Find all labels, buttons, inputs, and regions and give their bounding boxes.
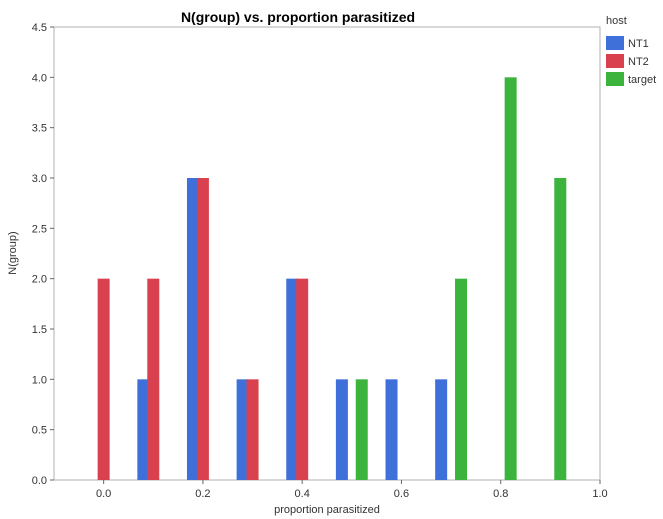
- legend: host NT1 NT2 target: [606, 15, 656, 86]
- x-tick-label: 0.2: [195, 488, 210, 500]
- bar-nt1: [186, 178, 199, 480]
- legend-swatch-nt2: [606, 54, 624, 68]
- y-tick-label: 0.0: [32, 475, 47, 487]
- y-tick-label: 3.5: [32, 123, 47, 135]
- plot-area: [53, 26, 601, 481]
- x-axis-title: proportion parasitized: [274, 504, 380, 516]
- bar-nt1: [137, 379, 150, 480]
- x-tick-label: 1.0: [592, 488, 607, 500]
- y-tick-label: 3.0: [32, 173, 47, 185]
- x-tick-label: 0.0: [96, 488, 111, 500]
- x-tick-label: 0.6: [394, 488, 409, 500]
- legend-title: host: [606, 15, 627, 27]
- y-axis: 0.0 0.5 1.0 1.5 2.0 2.5 3.0 3.5 4.0 4.5: [32, 22, 54, 487]
- y-tick-label: 0.5: [32, 425, 47, 437]
- bar-nt2: [97, 278, 110, 480]
- bar-nt1: [435, 379, 448, 480]
- bar-nt1: [286, 278, 299, 480]
- y-tick-label: 4.0: [32, 72, 47, 84]
- legend-label: target: [628, 74, 656, 86]
- x-axis: 0.0 0.2 0.4 0.6 0.8 1.0: [96, 480, 608, 500]
- legend-swatch-target: [606, 72, 624, 86]
- legend-label: NT2: [628, 56, 649, 68]
- bar-nt1: [385, 379, 398, 480]
- x-tick-label: 0.4: [295, 488, 310, 500]
- bar-target: [355, 379, 368, 480]
- bar-nt1: [236, 379, 249, 480]
- bar-nt2: [246, 379, 259, 480]
- legend-swatch-nt1: [606, 36, 624, 50]
- y-tick-label: 2.0: [32, 274, 47, 286]
- x-tick-label: 0.8: [493, 488, 508, 500]
- bar-nt2: [196, 178, 209, 480]
- bar-nt2: [147, 278, 160, 480]
- y-tick-label: 2.5: [32, 223, 47, 235]
- bar-target: [554, 178, 567, 480]
- chart-title: N(group) vs. proportion parasitized: [181, 9, 415, 25]
- y-tick-label: 4.5: [32, 22, 47, 34]
- bar-target: [455, 278, 468, 480]
- bar-target: [504, 77, 517, 480]
- bar-nt2: [296, 278, 309, 480]
- y-axis-title: N(group): [7, 231, 19, 274]
- y-tick-label: 1.5: [32, 324, 47, 336]
- y-tick-label: 1.0: [32, 374, 47, 386]
- legend-label: NT1: [628, 38, 649, 50]
- bar-nt1: [335, 379, 348, 480]
- bars: [97, 77, 567, 480]
